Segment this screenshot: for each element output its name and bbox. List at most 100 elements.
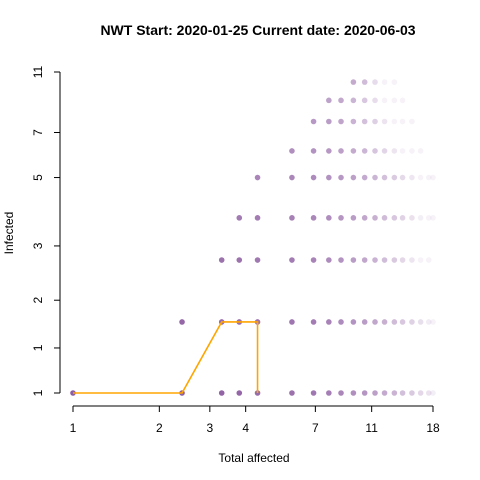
x-axis-label: Total affected [218,451,289,465]
scatter-point [361,215,368,221]
scatter-point [350,79,357,85]
scatter-point [409,257,415,263]
scatter-point [326,148,332,154]
scatter-point [289,148,295,154]
scatter-point [372,97,378,104]
scatter-point [425,390,432,396]
scatter-point [430,215,436,221]
scatter-point [381,79,388,85]
y-tick-label: 1 [31,389,45,396]
scatter-point [391,390,398,396]
scatter-point [361,257,368,263]
scatter-point [218,390,225,396]
scatter-point [289,257,295,263]
scatter-point [326,118,332,125]
scatter-point [372,215,378,221]
scatter-point [338,118,344,125]
scatter-point [381,118,388,125]
scatter-point [236,390,243,396]
scatter-point [361,79,368,85]
scatter-point [372,79,378,85]
scatter-point [381,148,388,154]
scatter-point [391,148,398,154]
scatter-point [310,319,317,325]
scatter-point [409,118,415,125]
scatter-point [409,148,415,154]
scatter-point [391,215,398,221]
scatter-point [338,148,344,154]
scatter-point [430,174,436,181]
scatter-point [289,174,295,181]
scatter-point [381,390,388,396]
scatter-point [430,319,436,325]
scatter-point [430,390,436,396]
scatter-point [425,319,432,325]
x-tick-label: 2 [156,421,163,435]
scatter-point [425,257,432,263]
scatter-point [326,174,332,181]
scatter-point [179,319,185,325]
scatter-point [409,174,415,181]
scatter-point [361,319,368,325]
y-tick-label: 1 [31,344,45,351]
scatter-point [338,97,344,104]
y-tick-label: 7 [31,129,45,136]
y-axis-label: Infected [2,212,16,255]
scatter-point [310,174,317,181]
chart-title: NWT Start: 2020-01-25 Current date: 2020… [100,22,415,38]
scatter-point [381,215,388,221]
scatter-point [425,215,432,221]
scatter-point [391,79,398,85]
scatter-point [381,319,388,325]
scatter-point [417,174,424,181]
scatter-point [236,257,243,263]
scatter-point [310,148,317,154]
scatter-point [399,97,406,104]
scatter-point [338,257,344,263]
scatter-point [350,174,357,181]
scatter-point [310,215,317,221]
scatter-point [361,148,368,154]
scatter-point [409,390,415,396]
scatter-point [361,390,368,396]
y-tick-label: 3 [31,242,45,249]
scatter-point [326,319,332,325]
scatter-point [391,319,398,325]
x-axis: 1 2 3 4 7 11 18 [70,405,440,435]
x-tick-label: 7 [312,421,319,435]
scatter-point [350,215,357,221]
scatter-point [326,390,332,396]
plot-area [70,79,436,396]
scatter-point [381,97,388,104]
scatter-point [372,118,378,125]
scatter-point [399,118,406,125]
scatter-point [310,118,317,125]
scatter-point [350,118,357,125]
scatter-point [391,97,398,104]
scatter-point [417,390,424,396]
scatter-point [310,257,317,263]
scatter-point [338,215,344,221]
scatter-point [372,174,378,181]
scatter-point [417,148,424,154]
scatter-point [289,215,295,221]
scatter-point [338,319,344,325]
scatter-point [399,257,406,263]
scatter-point [417,319,424,325]
x-tick-label: 4 [242,421,249,435]
scatter-point [391,118,398,125]
scatter-point [338,174,344,181]
scatter-point [372,319,378,325]
scatter-point [381,257,388,263]
scatter-point [399,215,406,221]
y-tick-label: 5 [31,174,45,181]
scatter-point [372,390,378,396]
scatter-point [361,118,368,125]
scatter-point [236,215,243,221]
x-tick-label: 1 [70,421,77,435]
scatter-point [326,215,332,221]
scatter-point [399,390,406,396]
scatter-point [350,148,357,154]
y-tick-label: 11 [31,65,45,78]
